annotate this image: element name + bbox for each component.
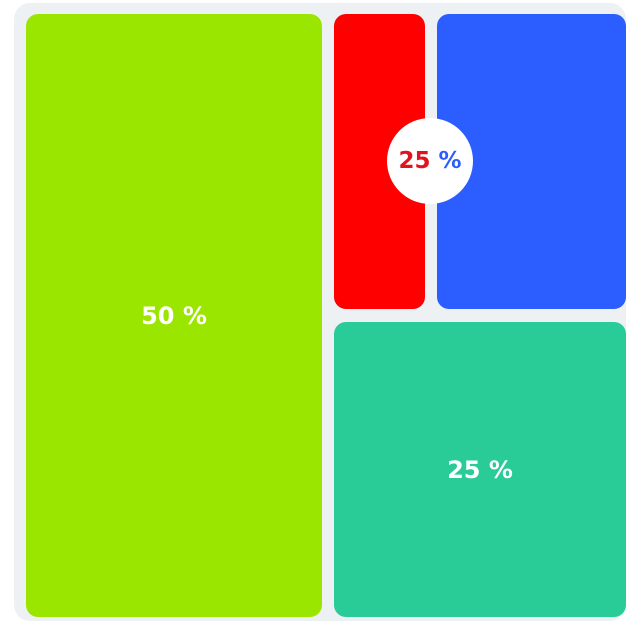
percent-badge: 25 % [387,118,473,204]
badge-unit: % [438,148,462,174]
tile-50-percent[interactable]: 50 % [26,14,322,617]
tile-25-percent[interactable]: 25 % [334,322,626,617]
tile-25-percent-label: 25 % [447,455,513,484]
tile-50-percent-label: 50 % [141,301,207,330]
badge-number: 25 [398,148,431,174]
